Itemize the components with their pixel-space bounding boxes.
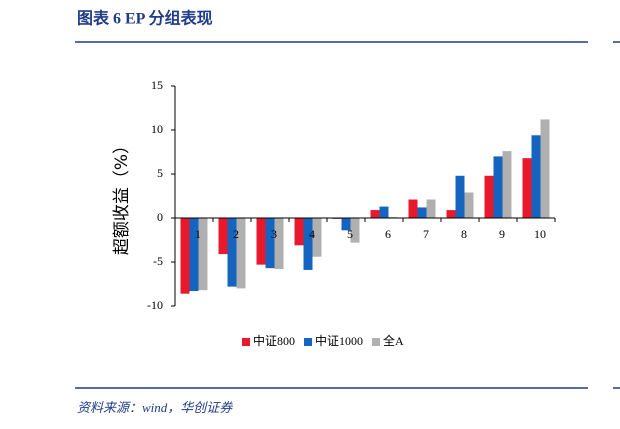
bar [417, 207, 427, 218]
legend-swatch [372, 338, 381, 346]
y-tick-label: 0 [157, 210, 163, 224]
x-tick-label: 2 [233, 227, 239, 241]
bar [408, 199, 418, 218]
y-tick-label: 10 [151, 122, 163, 136]
bar [341, 218, 351, 231]
bar [256, 218, 266, 265]
x-tick-label: 8 [461, 227, 467, 241]
bar [455, 175, 465, 218]
x-tick-label: 6 [385, 227, 391, 241]
bar [484, 175, 494, 218]
bar [312, 218, 322, 257]
bar [426, 199, 436, 218]
legend-label: 中证1000 [315, 333, 363, 348]
bar [189, 218, 199, 292]
x-tick-label: 7 [423, 227, 429, 241]
bar [294, 218, 304, 246]
bar [493, 156, 503, 218]
bar [265, 218, 275, 269]
legend-swatch [304, 338, 313, 346]
bar [370, 210, 380, 218]
bar [502, 151, 512, 218]
bar [350, 218, 360, 243]
bar [198, 218, 208, 291]
bar [540, 119, 550, 218]
y-tick-label: -10 [147, 298, 163, 312]
figure-title: 图表 6 EP 分组表现 [77, 9, 213, 28]
bar [180, 218, 190, 294]
bar [522, 158, 532, 218]
y-tick-label: 5 [157, 166, 163, 180]
bar [274, 218, 284, 270]
bar [227, 218, 237, 287]
bar [446, 210, 456, 218]
x-tick-label: 5 [347, 227, 353, 241]
x-tick-label: 4 [309, 227, 315, 241]
x-tick-label: 1 [195, 227, 201, 241]
bar [379, 206, 389, 218]
y-tick-label: -5 [153, 254, 163, 268]
y-tick-label: 15 [151, 78, 163, 92]
x-tick-label: 3 [271, 227, 277, 241]
legend-swatch [242, 338, 250, 346]
bar [218, 218, 228, 255]
source: 资料来源：wind，华创证券 [77, 400, 233, 415]
x-tick-label: 9 [499, 227, 505, 241]
bar [464, 192, 474, 218]
legend-label: 全A [383, 333, 404, 348]
bar [531, 135, 541, 218]
bar [303, 218, 313, 270]
y-axis-label: 超额收益（%） [112, 137, 132, 255]
legend-label: 中证800 [253, 333, 295, 348]
x-tick-label: 10 [534, 227, 546, 241]
bar [236, 218, 246, 289]
